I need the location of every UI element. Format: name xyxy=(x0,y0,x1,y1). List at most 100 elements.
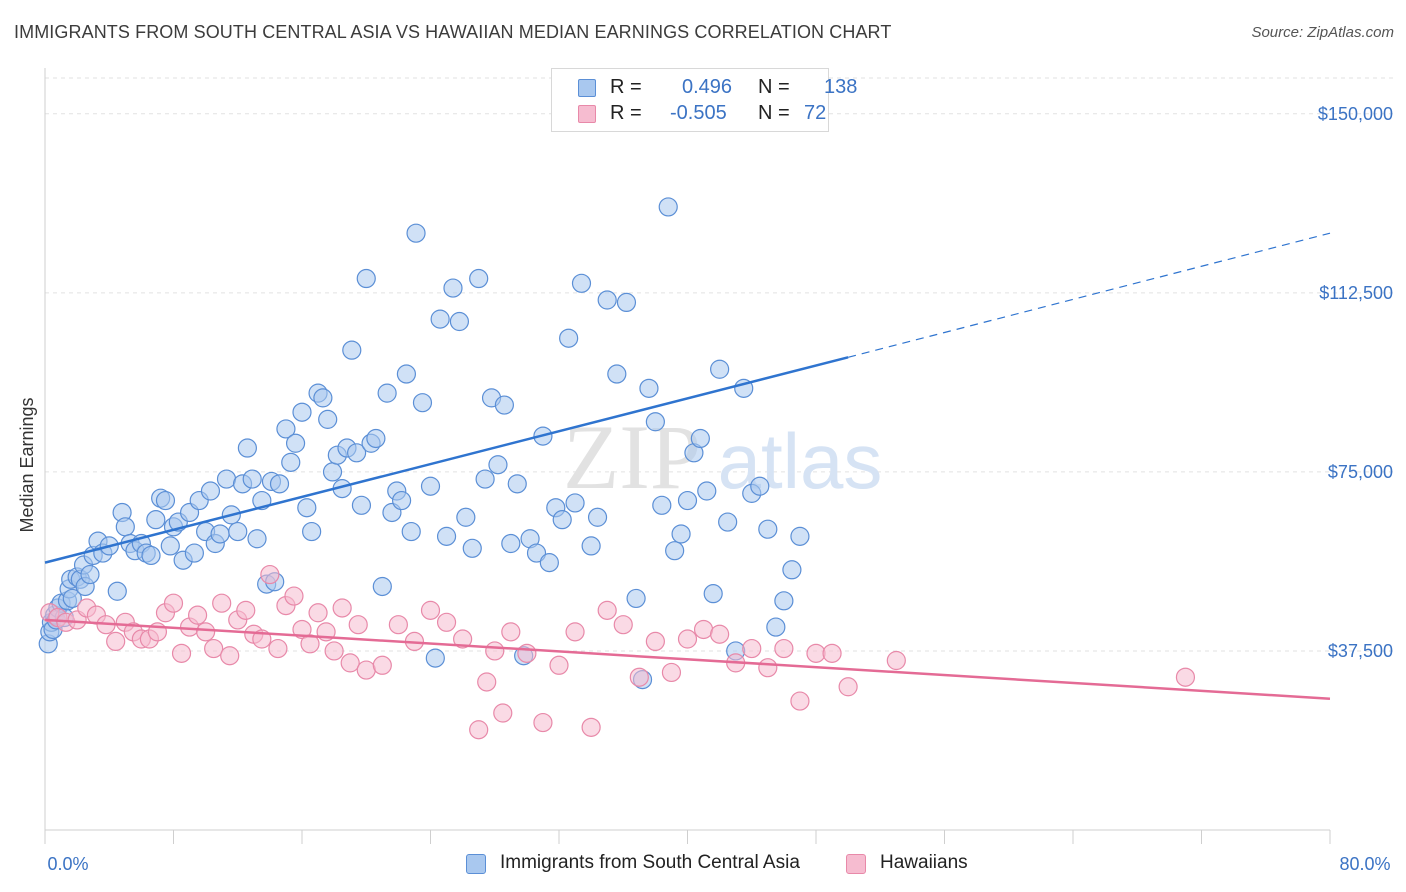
hawaiians-point xyxy=(284,586,304,606)
immigrants-point xyxy=(710,359,730,379)
immigrants-point xyxy=(718,512,738,532)
hawaiians-point xyxy=(106,631,126,652)
immigrants-point xyxy=(342,340,362,360)
chart-source: Source: ZipAtlas.com xyxy=(1251,24,1394,41)
hawaiians-point xyxy=(517,643,537,663)
hawaiians-point xyxy=(661,662,682,683)
immigrants-point xyxy=(677,490,698,511)
immigrants-point xyxy=(391,490,412,511)
series-hawaiians-points xyxy=(40,564,1196,740)
hawaiians-point xyxy=(822,643,842,663)
immigrants-point xyxy=(396,364,417,384)
hawaiians-point xyxy=(501,622,521,642)
hawaiians-point xyxy=(220,646,240,666)
hawaiians-point xyxy=(236,600,256,620)
immigrants-point xyxy=(652,495,672,515)
hawaiians-point xyxy=(806,643,826,663)
legend-r-label: R = xyxy=(610,102,642,124)
immigrants-point xyxy=(703,584,723,604)
legend-n-label: N = xyxy=(758,102,790,124)
hawaiians-point xyxy=(356,660,376,680)
hawaiians-point xyxy=(693,619,714,640)
hawaiians-point xyxy=(196,622,216,642)
immigrants-point xyxy=(356,268,376,289)
immigrants-point xyxy=(539,553,559,573)
immigrants-point xyxy=(80,564,100,585)
immigrants-point xyxy=(469,268,489,289)
hawaiians-point xyxy=(581,717,601,737)
trend-line-hawaiians xyxy=(44,618,1331,700)
x-tick-label-left: 0.0% xyxy=(47,854,88,874)
immigrants-point xyxy=(184,543,204,563)
axes xyxy=(44,68,1331,844)
immigrants-point xyxy=(302,521,322,542)
immigrants-point xyxy=(107,581,127,601)
immigrants-point xyxy=(281,452,301,472)
hawaiians-point xyxy=(171,643,192,663)
legend-r-value-immigrants: 0.496 xyxy=(682,76,733,98)
immigrants-point xyxy=(750,476,770,496)
immigrants-point xyxy=(292,402,312,422)
hawaiians-point xyxy=(260,564,280,585)
trend-line-immigrants xyxy=(44,356,849,564)
y-axis-label: Median Earnings xyxy=(17,397,37,532)
series-immigrants-points xyxy=(38,197,810,690)
hawaiians-point xyxy=(1175,667,1196,687)
immigrants-point xyxy=(571,273,592,293)
hawaiians-point xyxy=(677,629,698,649)
immigrants-point xyxy=(766,617,786,637)
immigrants-point xyxy=(475,469,495,489)
trend-line-immigrants-extension xyxy=(847,232,1331,358)
immigrants-point xyxy=(247,529,267,549)
immigrants-point xyxy=(494,395,514,415)
hawaiians-point xyxy=(477,672,497,692)
hawaiians-point xyxy=(629,667,649,687)
legend-swatch-pink xyxy=(578,105,596,123)
hawaiians-point xyxy=(453,629,473,649)
immigrants-point xyxy=(297,498,317,518)
immigrants-point xyxy=(237,438,257,458)
immigrants-point xyxy=(658,197,678,217)
immigrants-point xyxy=(639,378,659,398)
y-tick-labels: $37,500 $75,000 $112,500 $150,000 xyxy=(1318,104,1393,661)
immigrants-point xyxy=(597,290,617,310)
hawaiians-point xyxy=(340,653,360,673)
immigrants-point xyxy=(351,495,372,515)
legend-r-label: R = xyxy=(610,76,642,98)
immigrants-point xyxy=(216,469,237,489)
immigrants-point xyxy=(626,588,646,609)
immigrants-point xyxy=(401,521,421,542)
immigrants-point xyxy=(758,519,778,539)
immigrants-point xyxy=(210,524,230,544)
immigrants-point xyxy=(456,507,476,527)
immigrants-point xyxy=(62,588,82,609)
immigrants-point xyxy=(507,474,527,494)
immigrants-point xyxy=(587,507,608,527)
y-tick-label: $150,000 xyxy=(1318,104,1393,124)
immigrants-point xyxy=(671,524,691,544)
hawaiians-point xyxy=(212,593,232,613)
bottom-legend-swatch-pink xyxy=(846,854,866,874)
trend-lines xyxy=(44,232,1331,700)
hawaiians-point xyxy=(742,638,762,659)
bottom-legend-label-hawaiians: Hawaiians xyxy=(880,852,968,873)
immigrants-point xyxy=(377,383,397,403)
immigrants-point xyxy=(443,278,463,298)
immigrants-point xyxy=(665,541,685,561)
immigrants-point xyxy=(347,443,367,463)
immigrants-point xyxy=(155,490,176,511)
immigrants-point xyxy=(228,521,248,542)
hawaiians-point xyxy=(187,605,208,625)
chart-title: IMMIGRANTS FROM SOUTH CENTRAL ASIA VS HA… xyxy=(14,22,892,42)
immigrants-point xyxy=(160,536,180,556)
hawaiians-point xyxy=(549,655,569,675)
hawaiians-point xyxy=(292,619,312,640)
hawaiians-point xyxy=(758,658,778,678)
immigrants-point xyxy=(462,538,482,558)
immigrants-point xyxy=(146,510,166,530)
immigrants-point xyxy=(269,474,290,494)
immigrants-point xyxy=(420,476,441,496)
hawaiians-point xyxy=(300,634,320,654)
immigrants-point xyxy=(200,481,221,501)
